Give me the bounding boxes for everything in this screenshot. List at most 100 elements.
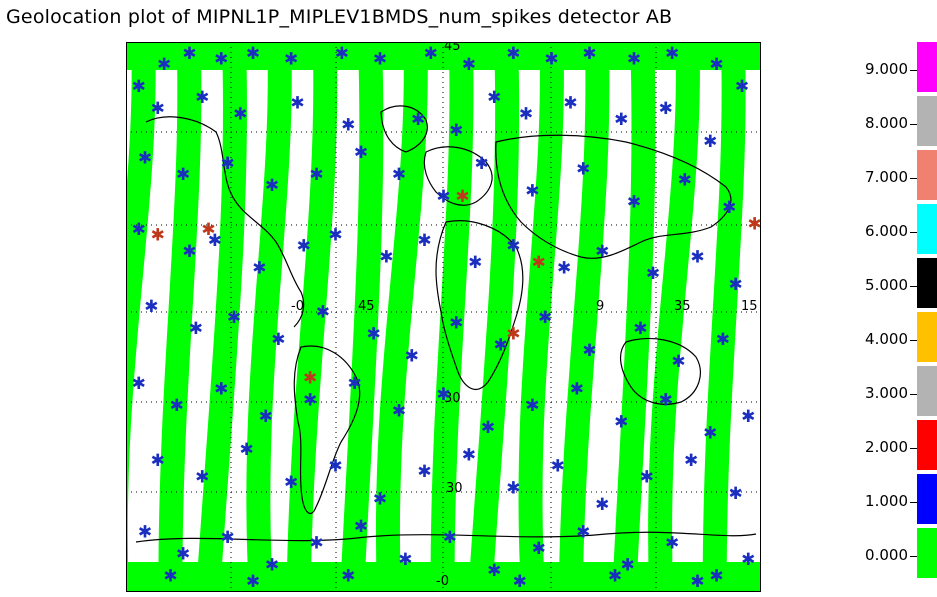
spike-marker-low: ✱ bbox=[297, 237, 311, 257]
spike-marker-low: ✱ bbox=[367, 325, 381, 345]
spike-marker-low: ✱ bbox=[557, 259, 571, 279]
legend-label: 6.000 bbox=[865, 222, 908, 240]
grid-label: 30 bbox=[446, 481, 463, 496]
spike-marker-low: ✱ bbox=[570, 380, 584, 400]
spike-marker-low: ✱ bbox=[132, 220, 146, 240]
spike-marker-low: ✱ bbox=[646, 264, 660, 284]
spike-marker-low: ✱ bbox=[436, 385, 450, 405]
spike-marker-low: ✱ bbox=[227, 308, 241, 328]
spike-marker-low: ✱ bbox=[614, 110, 628, 130]
spike-marker-low: ✱ bbox=[513, 572, 527, 592]
orbit-track bbox=[286, 42, 338, 592]
coast-north-america bbox=[145, 116, 305, 328]
spike-marker-low: ✱ bbox=[189, 319, 203, 339]
spike-marker-low: ✱ bbox=[614, 413, 628, 433]
spike-markers: ✱ ✱ ✱ ✱ ✱ ✱ ✱ ✱ ✱ ✱ ✱ ✱ ✱ ✱ ✱ ✱ ✱ ✱ ✱ ✱ ✱ ✱ ✱ ✱ ✱ ✱ ✱ ✱ ✱ ✱ ✱ ✱ ✱ ✱ ✱ ✱ ✱ ✱ ✱ ✱… bbox=[132, 44, 761, 592]
spike-marker-low: ✱ bbox=[722, 198, 736, 218]
spike-marker-low: ✱ bbox=[582, 44, 596, 64]
spike-marker-low: ✱ bbox=[576, 523, 590, 543]
spike-marker-low: ✱ bbox=[417, 231, 431, 251]
orbit-tracks bbox=[126, 42, 761, 592]
spike-marker-low: ✱ bbox=[703, 424, 717, 444]
spike-marker-low: ✱ bbox=[551, 457, 565, 477]
spike-marker-low: ✱ bbox=[741, 550, 755, 570]
orbit-track bbox=[518, 42, 564, 592]
legend-tick bbox=[910, 448, 917, 449]
spike-marker-low: ✱ bbox=[519, 105, 533, 125]
spike-marker-low: ✱ bbox=[665, 534, 679, 554]
grid-label: 9 bbox=[596, 299, 604, 314]
legend-label: 9.000 bbox=[865, 60, 908, 78]
legend-swatch bbox=[917, 474, 937, 524]
spike-marker-low: ✱ bbox=[373, 490, 387, 510]
spike-marker-low: ✱ bbox=[284, 50, 298, 70]
grid-label: -0 bbox=[436, 574, 449, 589]
grid-label: -0 bbox=[291, 299, 304, 314]
spike-marker-low: ✱ bbox=[151, 99, 165, 119]
spike-marker-low: ✱ bbox=[246, 572, 260, 592]
coast-south-america bbox=[293, 345, 361, 515]
spike-marker-low: ✱ bbox=[347, 374, 361, 394]
legend-swatch bbox=[917, 420, 937, 470]
spike-marker-low: ✱ bbox=[328, 226, 342, 246]
spike-marker-low: ✱ bbox=[220, 154, 234, 174]
spike-marker-low: ✱ bbox=[468, 253, 482, 273]
legend-label: 2.000 bbox=[865, 438, 908, 456]
legend-label: 4.000 bbox=[865, 330, 908, 348]
spike-marker-low: ✱ bbox=[290, 94, 304, 114]
spike-marker-high: ✱ bbox=[201, 220, 215, 240]
spike-marker-low: ✱ bbox=[157, 55, 171, 75]
spike-marker-low: ✱ bbox=[563, 94, 577, 114]
spike-marker-low: ✱ bbox=[233, 105, 247, 125]
spike-marker-low: ✱ bbox=[259, 407, 273, 427]
spike-marker-low: ✱ bbox=[392, 165, 406, 185]
spike-marker-low: ✱ bbox=[532, 539, 546, 559]
spike-marker-low: ✱ bbox=[506, 237, 520, 257]
spike-marker-low: ✱ bbox=[182, 242, 196, 262]
spike-marker-low: ✱ bbox=[144, 297, 158, 317]
map-frame bbox=[126, 42, 761, 592]
polar-track-band bbox=[126, 42, 761, 70]
legend-swatch bbox=[917, 258, 937, 308]
spike-marker-low: ✱ bbox=[265, 176, 279, 196]
legend-swatch bbox=[917, 150, 937, 200]
spike-marker-low: ✱ bbox=[728, 484, 742, 504]
legend-tick bbox=[910, 556, 917, 557]
spike-marker-low: ✱ bbox=[690, 572, 704, 592]
spike-marker-low: ✱ bbox=[240, 440, 254, 460]
spike-marker-low: ✱ bbox=[462, 446, 476, 466]
spike-marker-low: ✱ bbox=[138, 149, 152, 169]
grid-label: 35 bbox=[674, 299, 691, 314]
spike-marker-low: ✱ bbox=[303, 391, 317, 411]
spike-marker-low: ✱ bbox=[195, 468, 209, 488]
legend-tick bbox=[910, 286, 917, 287]
spike-marker-low: ✱ bbox=[252, 259, 266, 279]
spike-marker-low: ✱ bbox=[481, 418, 495, 438]
spike-marker-low: ✱ bbox=[728, 275, 742, 295]
spike-marker-high: ✱ bbox=[455, 187, 469, 207]
spike-marker-low: ✱ bbox=[341, 567, 355, 587]
spike-marker-low: ✱ bbox=[176, 165, 190, 185]
legend-swatch bbox=[917, 42, 937, 92]
spike-marker-low: ✱ bbox=[182, 44, 196, 64]
coastlines bbox=[135, 105, 757, 543]
spike-marker-high: ✱ bbox=[303, 369, 317, 389]
spike-marker-low: ✱ bbox=[544, 50, 558, 70]
plot-title: Geolocation plot of MIPNL1P_MIPLEV1BMDS_… bbox=[6, 6, 673, 28]
spike-marker-low: ✱ bbox=[284, 473, 298, 493]
spike-marker-low: ✱ bbox=[716, 330, 730, 350]
spike-marker-low: ✱ bbox=[341, 116, 355, 136]
spike-marker-low: ✱ bbox=[163, 567, 177, 587]
spike-marker-low: ✱ bbox=[709, 55, 723, 75]
spike-marker-low: ✱ bbox=[417, 462, 431, 482]
spike-marker-low: ✱ bbox=[354, 517, 368, 537]
orbit-track bbox=[612, 42, 656, 592]
legend-swatch bbox=[917, 204, 937, 254]
graticule-labels: 45 -0 45 9 35 15 30 30 -0 bbox=[291, 42, 758, 589]
spike-marker-low: ✱ bbox=[354, 143, 368, 163]
spike-marker-low: ✱ bbox=[309, 534, 323, 554]
spike-marker-low: ✱ bbox=[525, 396, 539, 416]
spike-marker-high: ✱ bbox=[748, 215, 761, 235]
spike-marker-low: ✱ bbox=[424, 44, 438, 64]
legend-tick bbox=[910, 502, 917, 503]
